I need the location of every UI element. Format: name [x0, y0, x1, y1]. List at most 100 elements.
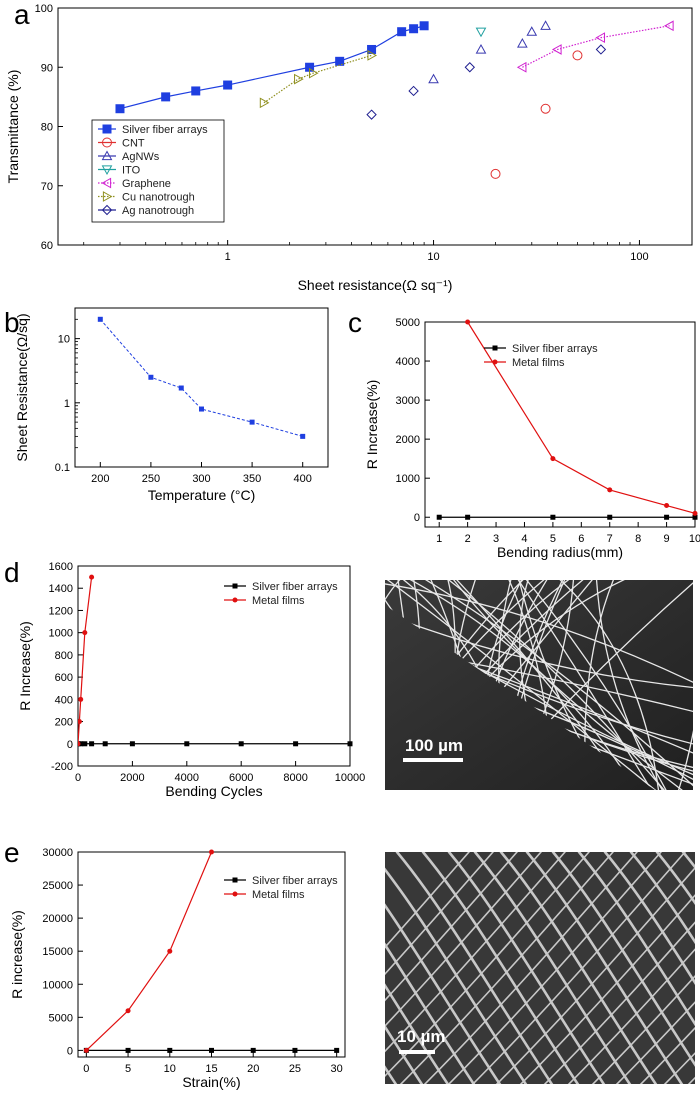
y-tick-label: 200: [55, 717, 73, 729]
sem-image-fiber-network: 10 µm: [385, 852, 695, 1084]
y-tick-label: 15000: [42, 946, 73, 958]
series-silver-fiber-arrays: [115, 21, 429, 114]
y-tick-label: 400: [55, 694, 73, 706]
data-point-cnt: [572, 50, 583, 61]
data-point-silver-fiber-arrays: [335, 56, 345, 66]
legend-label-ag-nanotrough: Ag nanotrough: [122, 205, 194, 217]
sem-fiber-pattern-d: [385, 580, 693, 790]
series-metal-films: [83, 849, 214, 1053]
data-point-metal-films: [607, 487, 613, 493]
series-silver-fiber-arrays: [78, 741, 353, 747]
sem-fiber: [567, 948, 695, 1084]
legend-marker-metal-films: [232, 891, 238, 897]
plot-frame: [424, 321, 696, 528]
y-tick-label: 2000: [396, 434, 420, 446]
series-line-graphene: [522, 25, 670, 68]
y-tick-label: 20000: [42, 913, 73, 925]
data-point-silver-fiber-arrays: [238, 741, 244, 747]
data-point-graphene: [516, 61, 527, 73]
y-tick-label: 1: [64, 398, 70, 410]
series-ag-nanotrough: [366, 44, 607, 120]
data-point-metal-films: [78, 719, 82, 725]
data-point-metal-films: [83, 1047, 89, 1053]
data-point-silver-fiber-arrays: [607, 514, 613, 520]
legend-label-silver-fiber-arrays: Silver fiber arrays: [122, 124, 208, 136]
x-tick-label: 350: [243, 473, 261, 485]
sem-fiber: [385, 852, 518, 1002]
y-tick-label: 25000: [42, 880, 73, 892]
series-silver-fiber-arrays: [436, 514, 698, 520]
series-line-silver-fiber-arrays: [119, 25, 425, 110]
x-axis-label: Temperature (°C): [148, 487, 256, 503]
sem-fiber: [543, 921, 695, 1084]
scalebar-label-e: 10 µm: [397, 1027, 446, 1046]
x-tick-label: 9: [664, 533, 670, 545]
data-point-metal-films: [664, 503, 670, 509]
sem-fiber: [385, 867, 528, 1084]
x-tick-label: 2000: [120, 772, 144, 784]
x-tick-label: 10: [164, 1063, 176, 1075]
x-tick-label: 5: [125, 1063, 131, 1075]
x-tick-label: 8000: [283, 772, 307, 784]
sem-fiber: [385, 609, 693, 690]
data-point-metal-films: [692, 510, 698, 516]
data-point-series: [249, 419, 255, 425]
data-point-agnws: [517, 38, 528, 48]
sem-fiber: [495, 866, 695, 1084]
x-axis-label: Bending Cycles: [165, 783, 262, 799]
y-tick-label: -200: [51, 761, 73, 773]
y-tick-label: 1600: [49, 561, 73, 573]
data-point-silver-fiber-arrays: [664, 514, 670, 520]
x-axis-label: Sheet resistance(Ω sq⁻¹): [298, 277, 453, 293]
series-line-series: [99, 318, 303, 437]
data-point-silver-fiber-arrays: [397, 27, 407, 37]
y-tick-label: 60: [41, 240, 53, 252]
sem-fiber: [591, 974, 695, 1084]
panel-label-b: b: [4, 307, 20, 338]
series-silver-fiber-arrays: [83, 1047, 340, 1053]
data-point-silver-fiber-arrays: [692, 514, 698, 520]
legend-box: [91, 119, 225, 223]
sem-fiber: [655, 852, 695, 905]
panel-label-e: e: [4, 837, 20, 868]
y-tick-label: 600: [55, 672, 73, 684]
x-tick-label: 7: [607, 533, 613, 545]
sem-fiber: [517, 580, 678, 790]
data-point-metal-films: [78, 696, 84, 702]
data-point-metal-films: [78, 741, 81, 747]
legend-marker-silver-fiber-arrays: [232, 877, 238, 883]
legend-marker-ag-nanotrough: [101, 204, 113, 216]
x-tick-label: 15: [205, 1063, 217, 1075]
data-point-graphene: [595, 32, 606, 43]
scalebar-label-d: 100 µm: [405, 736, 463, 755]
data-point-series: [178, 385, 184, 391]
series-cu-nanotrough: [259, 50, 378, 109]
y-tick-label: 100: [35, 3, 53, 15]
x-axis-label: Strain(%): [182, 1074, 240, 1090]
sem-image-fiber-array-edge: 100 µm: [385, 580, 693, 790]
data-point-series: [148, 374, 154, 380]
y-tick-label: 5000: [49, 1012, 73, 1024]
data-point-metal-films: [89, 574, 95, 580]
sem-fiber: [385, 852, 566, 1053]
y-axis-label: Sheet Resistance(Ω/sq): [14, 313, 30, 461]
legend-label-silver-fiber-arrays: Silver fiber arrays: [512, 343, 598, 355]
data-point-cu-nanotrough: [367, 50, 378, 61]
x-tick-label: 4: [521, 533, 527, 545]
legend-label-ito: ITO: [122, 165, 141, 177]
x-tick-label: 250: [142, 473, 160, 485]
x-tick-label: 30: [331, 1063, 343, 1075]
sem-fiber: [615, 1001, 695, 1084]
x-tick-label: 200: [91, 473, 109, 485]
y-axis-label: Transmittance (%): [5, 70, 21, 184]
data-point-agnws: [475, 43, 487, 54]
data-point-metal-films: [209, 849, 214, 855]
x-tick-label: 10: [427, 251, 439, 263]
y-tick-label: 1200: [49, 605, 73, 617]
data-point-silver-fiber-arrays: [129, 741, 135, 747]
plot-frame: [77, 565, 351, 767]
series-ito: [475, 27, 487, 38]
data-point-agnws: [526, 26, 538, 36]
sem-fiber: [447, 852, 606, 1084]
legend-marker-metal-films: [492, 359, 498, 365]
